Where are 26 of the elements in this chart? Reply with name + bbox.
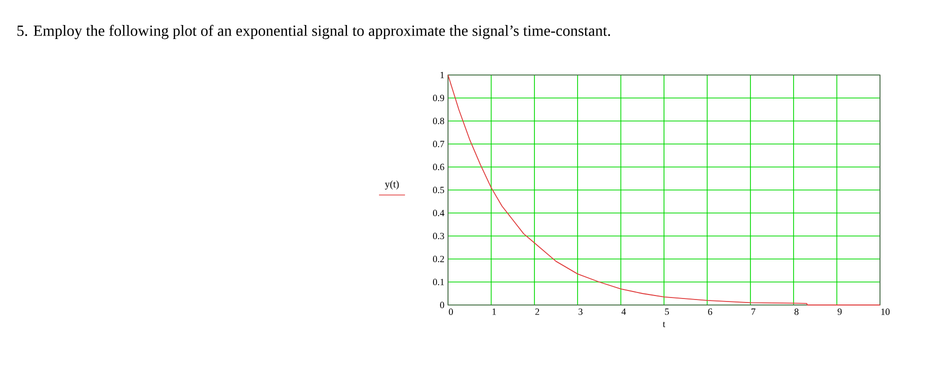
text: y(t) bbox=[384, 180, 399, 190]
y-tick-label: 1 bbox=[440, 72, 444, 78]
x-tick-label: 7 bbox=[752, 308, 756, 315]
y-tick-label: 0.9 bbox=[433, 94, 444, 102]
y-tick-label: 0.2 bbox=[433, 256, 444, 262]
y-tick-label: 0.8 bbox=[433, 118, 444, 124]
y-tick-label: 0.6 bbox=[433, 164, 444, 170]
x-axis-title: t bbox=[662, 322, 666, 328]
x-tick-label: 10 bbox=[881, 308, 890, 315]
line-series bbox=[448, 74, 880, 306]
x-tick-label: 1 bbox=[492, 308, 496, 315]
x-tick-label: 4 bbox=[622, 308, 626, 315]
y-tick-label: 0.3 bbox=[433, 232, 444, 240]
x-tick-label: 6 bbox=[708, 308, 712, 315]
x-tick-label: 8 bbox=[794, 308, 799, 315]
x-tick-label: 3 bbox=[578, 308, 582, 315]
x-tick-label: 2 bbox=[535, 308, 540, 315]
x-tick-label: 9 bbox=[838, 308, 842, 315]
y-tick-label: 0.5 bbox=[433, 186, 444, 194]
y-tick-label: 0.4 bbox=[433, 210, 444, 216]
y-tick-label: 0.7 bbox=[433, 140, 444, 148]
y-tick-label: 0.1 bbox=[433, 278, 444, 286]
y-tick-label: 0 bbox=[440, 302, 444, 308]
text: 5. Employ the following plot of an exponential signal to approximate the signal’s time-constant. bbox=[17, 24, 610, 40]
x-tick-label: 5 bbox=[665, 308, 669, 315]
x-tick-label: 0 bbox=[448, 308, 453, 315]
